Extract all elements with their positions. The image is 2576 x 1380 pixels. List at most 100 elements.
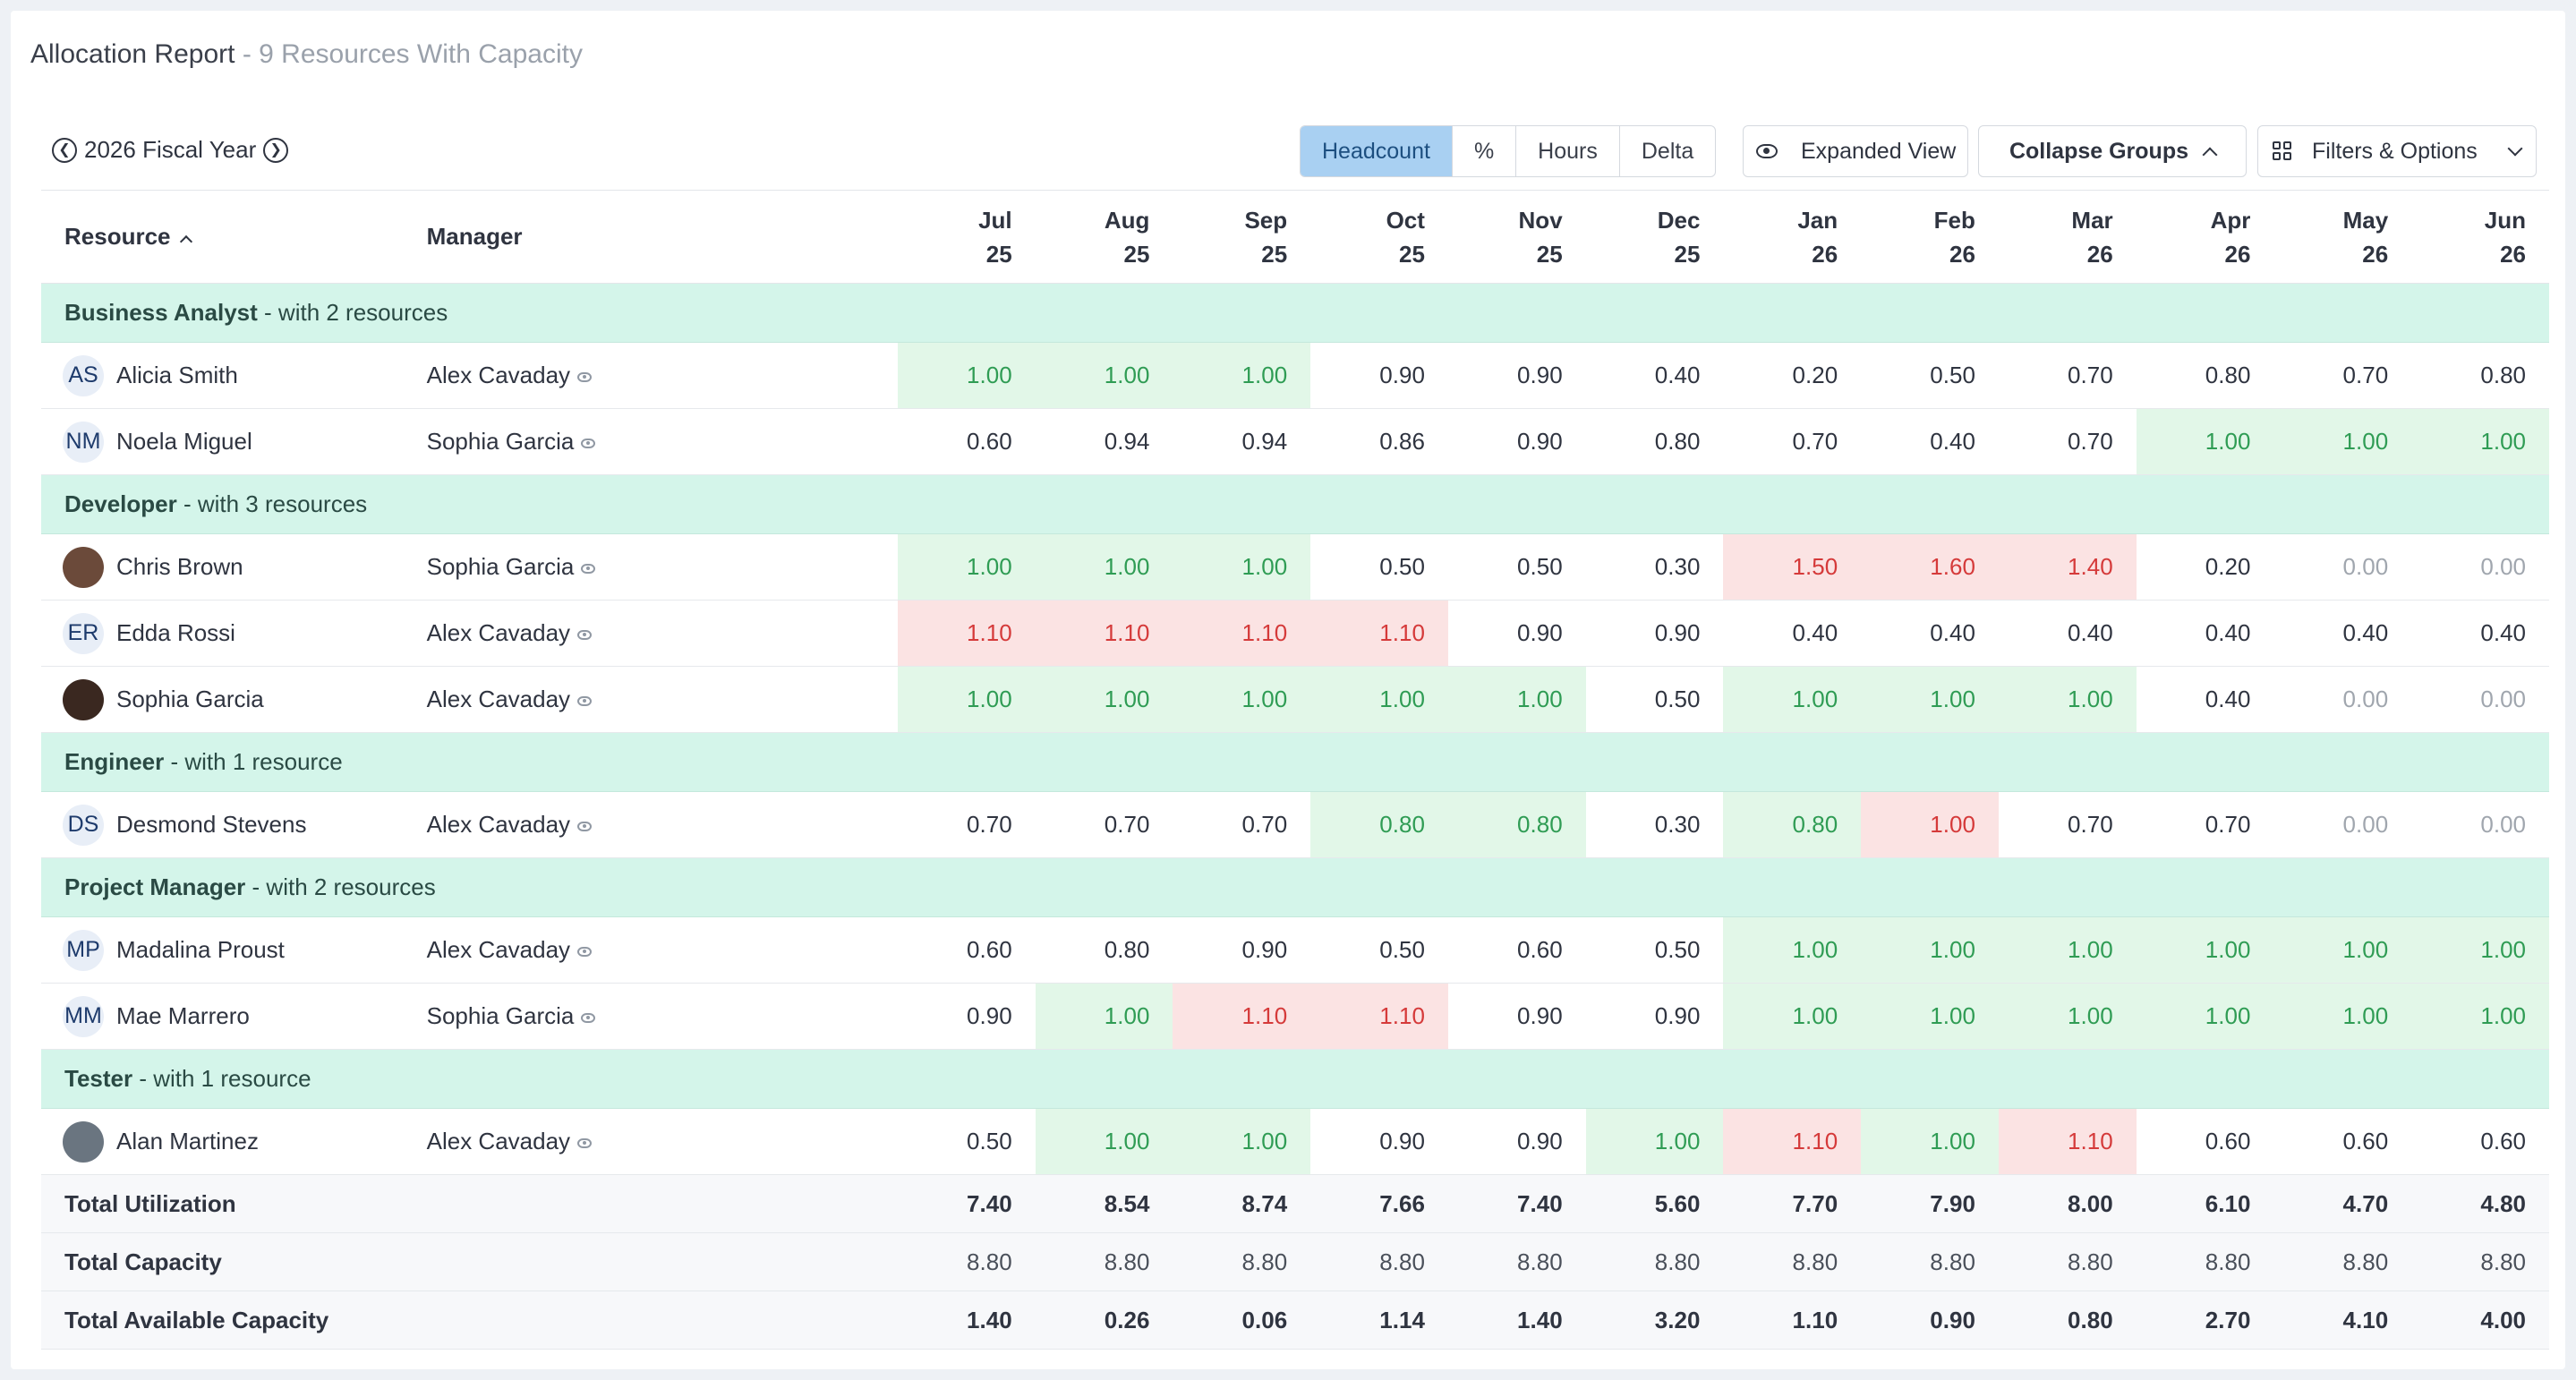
allocation-cell[interactable]: 1.00 [1173,1108,1311,1175]
allocation-cell[interactable]: 0.70 [1173,791,1311,858]
allocation-cell[interactable]: 1.00 [1723,916,1862,984]
allocation-cell[interactable]: 0.00 [2411,791,2549,858]
allocation-cell[interactable]: 1.10 [1723,1108,1862,1175]
allocation-cell[interactable]: 1.40 [1998,533,2137,601]
eye-icon[interactable] [581,1012,596,1023]
mode-headcount-button[interactable]: Headcount [1301,126,1453,176]
allocation-cell[interactable]: 0.40 [2136,666,2274,733]
allocation-cell[interactable]: 1.00 [2411,983,2549,1050]
allocation-cell[interactable]: 1.00 [2273,983,2412,1050]
allocation-cell[interactable]: 1.00 [1998,666,2137,733]
eye-icon[interactable] [577,946,593,957]
allocation-cell[interactable]: 0.40 [1723,600,1862,667]
allocation-cell[interactable]: 0.86 [1310,408,1448,475]
allocation-cell[interactable]: 0.00 [2411,666,2549,733]
eye-icon[interactable] [577,1137,593,1148]
allocation-cell[interactable]: 0.50 [1310,916,1448,984]
manager-name[interactable]: Alex Cavaday [426,1128,571,1154]
allocation-cell[interactable]: 1.10 [1998,1108,2137,1175]
allocation-cell[interactable]: 0.70 [1998,408,2137,475]
allocation-cell[interactable]: 1.00 [1861,983,1999,1050]
eye-icon[interactable] [581,438,596,448]
group-header-cell[interactable]: Project Manager - with 2 resources [41,857,2549,917]
manager-column-header[interactable]: Manager [403,190,898,284]
allocation-cell[interactable]: 0.90 [1447,1108,1586,1175]
allocation-cell[interactable]: 1.00 [2136,408,2274,475]
resource-name[interactable]: Desmond Stevens [116,811,307,838]
allocation-cell[interactable]: 0.00 [2411,533,2549,601]
resource-name[interactable]: Noela Miguel [116,428,252,455]
allocation-cell[interactable]: 0.40 [2273,600,2412,667]
allocation-cell[interactable]: 0.90 [1585,600,1724,667]
manager-name[interactable]: Alex Cavaday [426,686,571,712]
mode-delta-button[interactable]: Delta [1641,138,1694,164]
allocation-cell[interactable]: 1.00 [1035,666,1173,733]
filters-options-button[interactable]: Filters & Options [2257,125,2537,177]
resource-name[interactable]: Edda Rossi [116,619,235,646]
group-header-cell[interactable]: Developer - with 3 resources [41,474,2549,534]
allocation-cell[interactable]: 1.00 [897,666,1036,733]
allocation-cell[interactable]: 0.40 [2136,600,2274,667]
allocation-cell[interactable]: 0.60 [897,408,1036,475]
allocation-cell[interactable]: 0.70 [897,791,1036,858]
group-row[interactable]: Business Analyst - with 2 resources [41,283,2549,343]
allocation-cell[interactable]: 1.00 [2273,408,2412,475]
allocation-cell[interactable]: 0.50 [1447,533,1586,601]
eye-icon[interactable] [577,821,593,831]
allocation-cell[interactable]: 1.00 [2273,916,2412,984]
allocation-cell[interactable]: 1.00 [1310,666,1448,733]
group-header-cell[interactable]: Engineer - with 1 resource [41,732,2549,792]
allocation-cell[interactable]: 0.50 [897,1108,1036,1175]
allocation-cell[interactable]: 1.00 [1723,983,1862,1050]
allocation-cell[interactable]: 1.00 [1173,666,1311,733]
allocation-cell[interactable]: 0.40 [1585,342,1724,409]
allocation-cell[interactable]: 1.00 [1035,533,1173,601]
allocation-cell[interactable]: 1.00 [1173,533,1311,601]
manager-name[interactable]: Alex Cavaday [426,811,571,838]
eye-icon[interactable] [581,563,596,574]
allocation-cell[interactable]: 0.90 [1173,916,1311,984]
resource-name[interactable]: Alicia Smith [116,362,238,388]
allocation-cell[interactable]: 1.00 [897,342,1036,409]
allocation-cell[interactable]: 0.70 [1035,791,1173,858]
allocation-cell[interactable]: 0.80 [2411,342,2549,409]
resource-column-header[interactable]: Resource [41,190,404,284]
allocation-cell[interactable]: 1.00 [1861,1108,1999,1175]
manager-name[interactable]: Alex Cavaday [426,936,571,963]
allocation-cell[interactable]: 1.00 [2136,916,2274,984]
allocation-cell[interactable]: 0.90 [1310,1108,1448,1175]
group-row[interactable]: Project Manager - with 2 resources [41,857,2549,917]
allocation-cell[interactable]: 0.40 [2411,600,2549,667]
allocation-cell[interactable]: 0.70 [2136,791,2274,858]
resource-name[interactable]: Mae Marrero [116,1002,250,1029]
allocation-cell[interactable]: 0.00 [2273,533,2412,601]
group-row[interactable]: Engineer - with 1 resource [41,732,2549,792]
group-header-cell[interactable]: Tester - with 1 resource [41,1049,2549,1109]
allocation-cell[interactable]: 0.80 [1447,791,1586,858]
allocation-cell[interactable]: 0.90 [897,983,1036,1050]
allocation-cell[interactable]: 0.90 [1447,342,1586,409]
allocation-cell[interactable]: 1.10 [1035,600,1173,667]
allocation-cell[interactable]: 1.10 [1310,600,1448,667]
allocation-cell[interactable]: 0.70 [1998,791,2137,858]
allocation-cell[interactable]: 1.00 [1861,666,1999,733]
group-header-cell[interactable]: Business Analyst - with 2 resources [41,283,2549,343]
allocation-cell[interactable]: 0.70 [1998,342,2137,409]
allocation-cell[interactable]: 0.00 [2273,791,2412,858]
allocation-cell[interactable]: 0.90 [1310,342,1448,409]
allocation-cell[interactable]: 1.00 [2411,916,2549,984]
allocation-cell[interactable]: 1.10 [1173,600,1311,667]
allocation-cell[interactable]: 1.10 [1173,983,1311,1050]
resource-name[interactable]: Madalina Proust [116,936,285,963]
allocation-cell[interactable]: 0.60 [1447,916,1586,984]
allocation-cell[interactable]: 0.60 [2273,1108,2412,1175]
chevron-right-circle-icon[interactable]: ❯ [263,137,289,163]
allocation-cell[interactable]: 0.50 [1585,666,1724,733]
expanded-view-button[interactable]: Expanded View [1743,125,1968,177]
group-row[interactable]: Developer - with 3 resources [41,474,2549,534]
manager-name[interactable]: Sophia Garcia [426,553,575,580]
allocation-cell[interactable]: 0.90 [1447,983,1586,1050]
allocation-cell[interactable]: 1.00 [1173,342,1311,409]
allocation-cell[interactable]: 0.90 [1447,408,1586,475]
allocation-cell[interactable]: 0.70 [2273,342,2412,409]
